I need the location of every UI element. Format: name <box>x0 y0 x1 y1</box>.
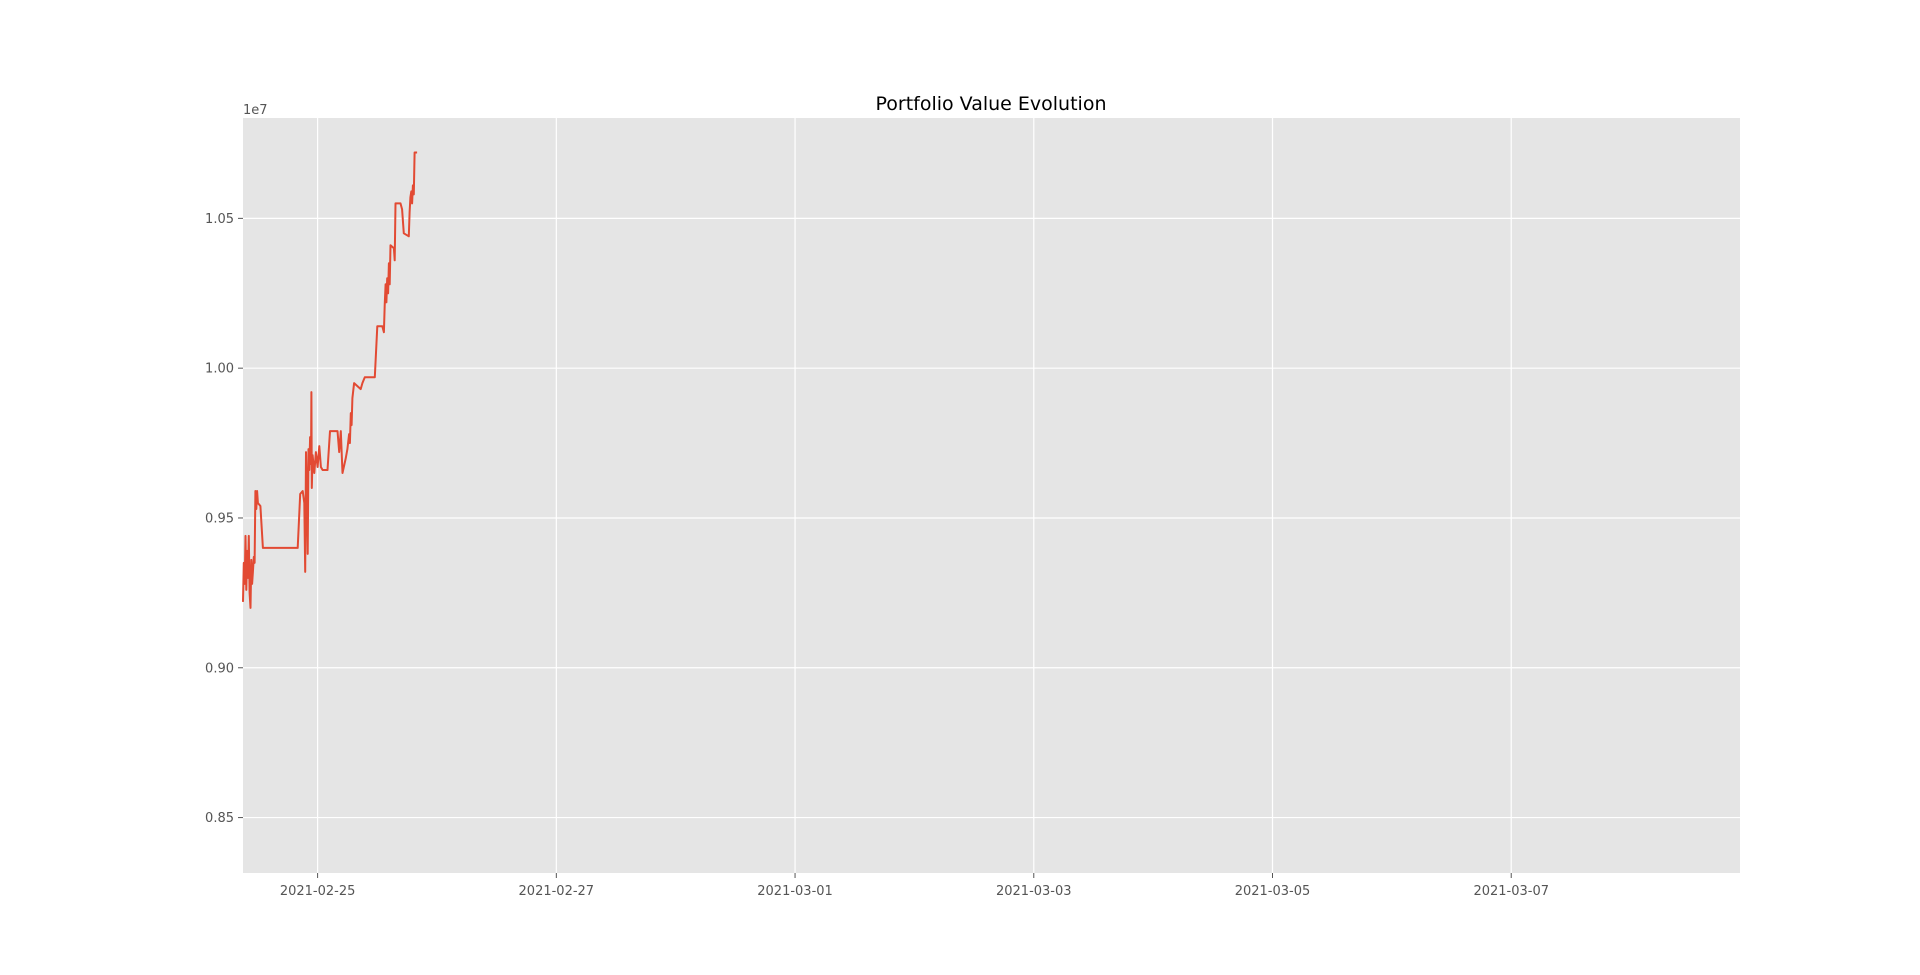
x-tick-label: 2021-02-25 <box>280 884 356 899</box>
y-axis: 0.85 0.90 0.95 1.00 1.05 <box>205 212 243 826</box>
y-tick-label: 0.95 <box>205 511 234 526</box>
series-line <box>242 151 418 609</box>
x-tick-label: 2021-03-07 <box>1473 884 1549 899</box>
y-tick-label: 1.00 <box>205 362 234 377</box>
x-tick-label: 2021-03-03 <box>996 884 1072 899</box>
x-tick-label: 2021-03-05 <box>1235 884 1311 899</box>
grid <box>243 118 1740 873</box>
y-tick-label: 0.85 <box>205 811 234 826</box>
y-tick-label: 0.90 <box>205 661 234 676</box>
y-offset-label: 1e7 <box>243 103 268 118</box>
plot-area <box>243 118 1740 873</box>
y-tick-label: 1.05 <box>205 212 234 227</box>
data-series <box>242 151 418 609</box>
x-tick-label: 2021-03-01 <box>757 884 833 899</box>
x-axis: 2021-02-25 2021-02-27 2021-03-01 2021-03-03… <box>280 873 1549 899</box>
x-tick-label: 2021-02-27 <box>519 884 595 899</box>
chart-title: Portfolio Value Evolution <box>875 93 1106 115</box>
